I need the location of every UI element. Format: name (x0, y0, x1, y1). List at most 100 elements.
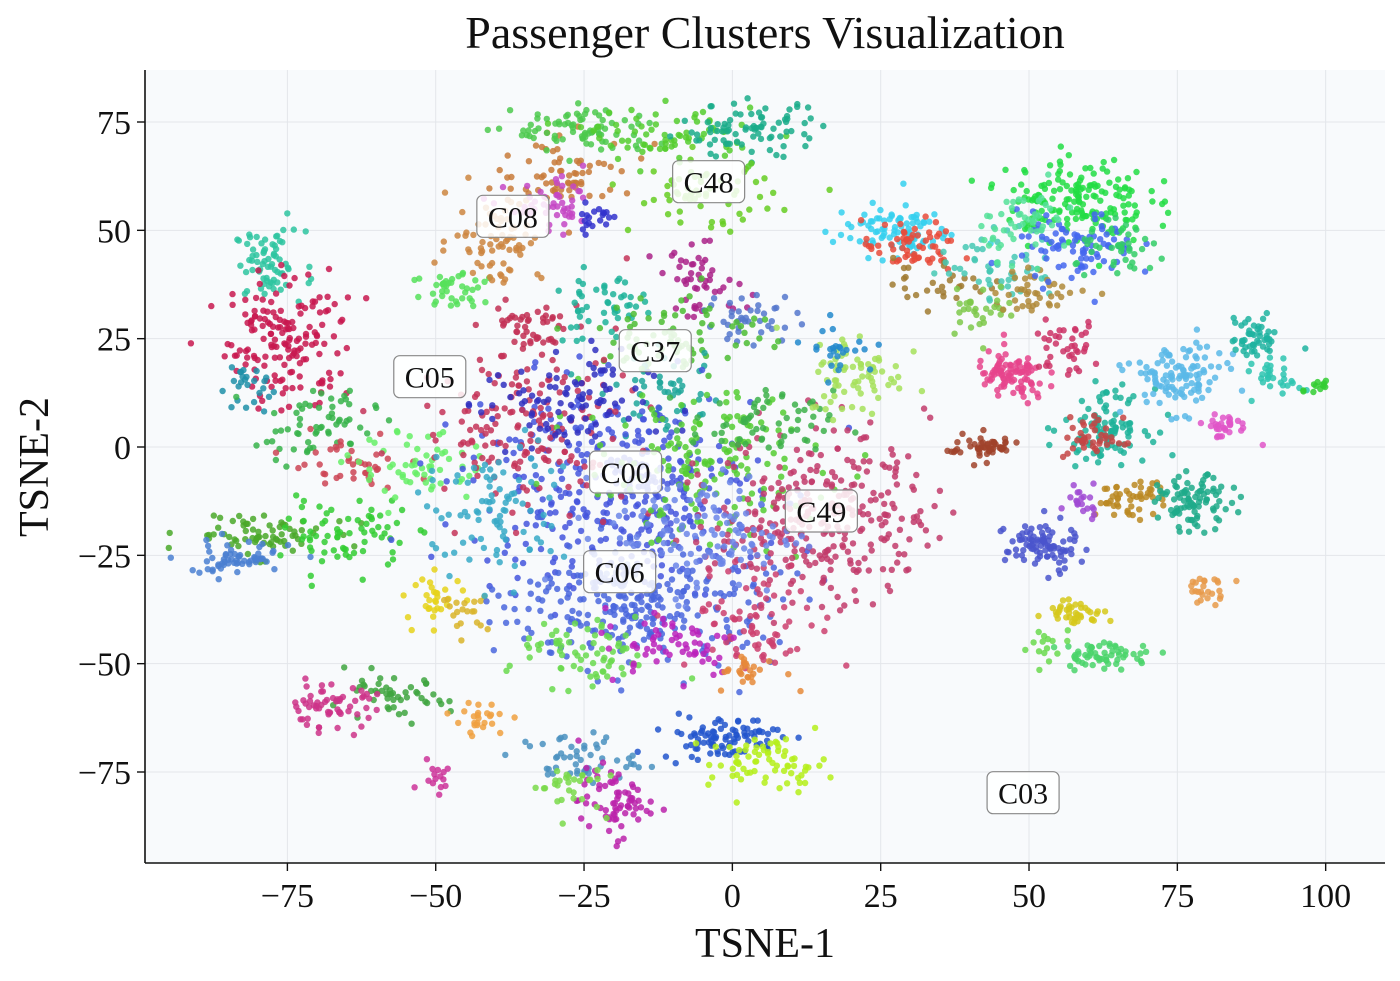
data-point (269, 549, 276, 556)
data-point (491, 380, 498, 387)
data-point (753, 744, 760, 751)
data-point (794, 416, 802, 424)
data-point (1115, 440, 1123, 447)
data-point (678, 593, 685, 600)
data-point (589, 414, 596, 421)
data-point (187, 340, 195, 347)
data-point (1004, 283, 1012, 290)
data-point (402, 689, 409, 696)
data-point (637, 295, 644, 302)
data-point (539, 496, 546, 503)
data-point (488, 492, 495, 499)
data-point (271, 336, 279, 343)
data-point (927, 414, 934, 421)
data-point (752, 178, 760, 186)
data-point (721, 152, 729, 159)
data-point (321, 549, 328, 556)
data-point (849, 363, 857, 370)
data-point (666, 394, 674, 401)
data-point (1074, 267, 1081, 274)
data-point (987, 184, 995, 192)
data-point (857, 390, 864, 397)
data-point (424, 402, 431, 409)
data-point (347, 440, 354, 447)
data-point (775, 479, 782, 486)
data-point (767, 740, 774, 747)
data-point (316, 350, 323, 358)
data-point (235, 237, 242, 244)
data-point (311, 329, 318, 336)
data-point (555, 569, 562, 577)
data-point (1168, 358, 1176, 365)
data-point (714, 750, 722, 758)
data-point (794, 570, 801, 577)
data-point (224, 542, 231, 549)
data-point (324, 532, 331, 540)
data-point (418, 465, 426, 472)
data-point (808, 422, 815, 429)
data-point (1069, 248, 1077, 255)
data-point (764, 460, 771, 468)
data-point (283, 463, 290, 470)
data-point (229, 517, 236, 525)
data-point (601, 782, 609, 790)
data-point (794, 309, 801, 317)
data-point (502, 507, 509, 514)
data-point (651, 503, 659, 510)
data-point (616, 540, 623, 547)
data-point (776, 638, 783, 646)
data-point (786, 618, 793, 625)
data-point (729, 580, 737, 587)
data-point (535, 437, 542, 444)
data-point (554, 585, 561, 593)
data-point (986, 297, 993, 304)
data-point (714, 127, 721, 135)
data-point (599, 668, 606, 675)
data-point (440, 238, 447, 245)
data-point (620, 645, 627, 652)
data-point (1011, 274, 1019, 281)
data-point (847, 557, 854, 564)
data-point (354, 517, 361, 524)
data-point (300, 517, 307, 525)
data-point (1075, 447, 1082, 454)
data-point (429, 483, 436, 490)
data-point (535, 447, 542, 454)
data-point (523, 449, 531, 456)
data-point (776, 464, 783, 471)
data-point (559, 337, 566, 344)
data-point (302, 700, 309, 707)
data-point (676, 208, 683, 215)
data-point (1125, 231, 1132, 238)
data-point (596, 324, 604, 332)
data-point (552, 339, 559, 346)
data-point (922, 527, 930, 534)
data-point (710, 504, 717, 511)
data-point (762, 105, 769, 112)
data-point (586, 162, 593, 169)
data-point (343, 417, 350, 425)
data-point (593, 803, 600, 811)
data-point (293, 337, 301, 345)
data-point (742, 510, 750, 517)
data-point (526, 422, 533, 429)
data-point (296, 421, 303, 429)
data-point (857, 361, 865, 368)
data-point (281, 272, 288, 280)
data-point (542, 576, 549, 583)
data-point (535, 396, 542, 404)
data-point (346, 553, 353, 561)
data-point (886, 216, 893, 223)
data-point (707, 750, 714, 757)
data-point (452, 478, 460, 485)
data-point (247, 321, 255, 329)
data-point (719, 530, 726, 538)
data-point (664, 480, 671, 488)
data-point (743, 585, 750, 592)
data-point (890, 246, 897, 253)
data-point (556, 647, 564, 655)
data-point (516, 443, 524, 450)
data-point (494, 413, 501, 420)
data-point (215, 524, 222, 531)
data-point (573, 459, 581, 467)
